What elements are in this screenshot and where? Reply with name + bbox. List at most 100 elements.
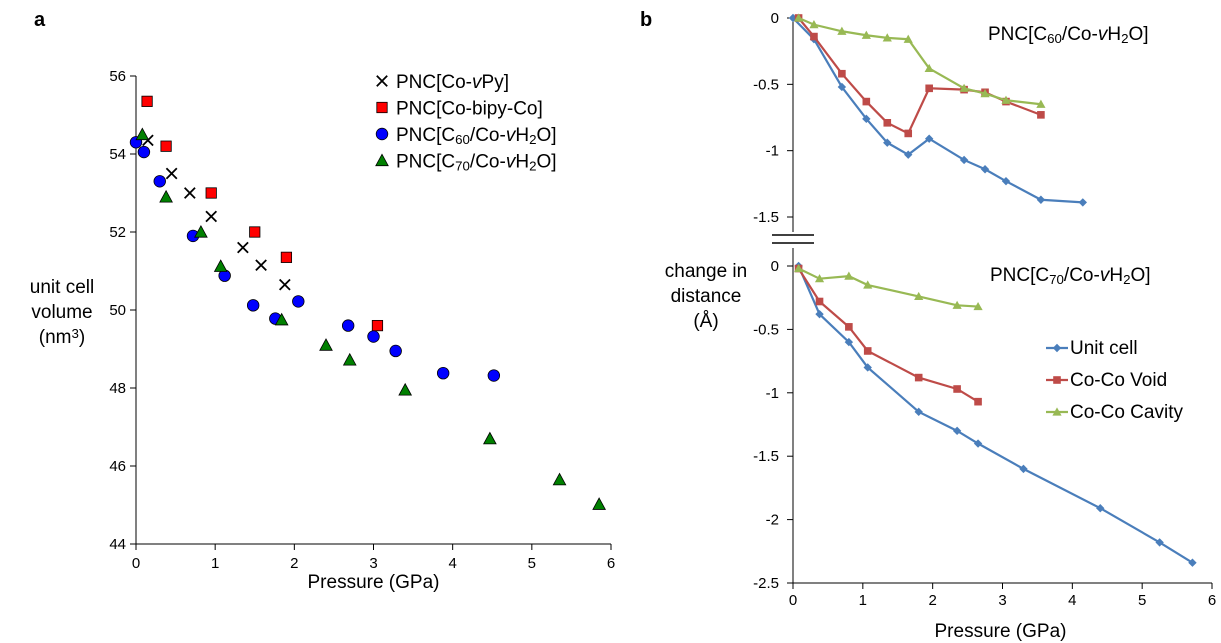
x-tick-label-b-bottom: 0 — [789, 592, 797, 609]
data-point — [1036, 195, 1046, 204]
panel-title-b-bottom: PNC[C70/Co-vH2O] — [990, 265, 1151, 287]
series-a-0 — [142, 134, 291, 291]
data-point — [959, 83, 969, 92]
legend-label-part: PNC[Co- — [396, 72, 472, 93]
legend-label-part: O] — [536, 125, 556, 146]
y-tick-label-b-top: -1 — [766, 143, 779, 160]
legend-label-part: 2 — [529, 132, 536, 147]
y-tick-label-b-bottom: 0 — [771, 258, 779, 275]
data-point — [863, 363, 872, 372]
data-point — [863, 347, 872, 355]
series-line — [798, 267, 979, 308]
data-point — [249, 226, 261, 238]
data-point — [367, 330, 380, 343]
y-tick-label-a: 52 — [109, 224, 126, 241]
legend-label: Co-Co Cavity — [1070, 402, 1183, 423]
y-tick-label-b-bottom: -1 — [766, 385, 779, 402]
data-point — [141, 95, 153, 107]
y-tick-label-a: 56 — [109, 68, 126, 85]
legend-label: Unit cell — [1070, 338, 1138, 359]
panel-title-b-top-part: 60 — [1047, 31, 1062, 46]
panel-label-b: b — [640, 9, 652, 31]
x-tick-label-b-bottom: 1 — [859, 592, 867, 609]
data-point — [974, 397, 982, 406]
data-point — [862, 97, 871, 106]
x-tick-label-a: 6 — [607, 555, 615, 572]
legend-label-part: v — [506, 125, 517, 146]
data-point — [883, 119, 892, 127]
data-point — [183, 187, 196, 199]
x-tick-label-a: 2 — [290, 555, 298, 572]
x-tick-label-a: 5 — [528, 555, 536, 572]
data-point — [952, 426, 962, 436]
legend-label-part: v — [472, 72, 483, 93]
data-point — [160, 140, 172, 152]
legend-label-part: /Co- — [470, 152, 506, 173]
unit-part: ) — [79, 327, 85, 348]
data-point — [973, 439, 983, 448]
panel-title-b-bottom-part: v — [1100, 265, 1111, 286]
data-point — [815, 309, 824, 319]
data-point — [165, 167, 178, 180]
data-point — [914, 407, 923, 417]
data-point — [255, 259, 267, 271]
legend-label-part: PNC[C — [396, 152, 455, 173]
data-point — [1001, 176, 1011, 186]
y-tick-label-a: 54 — [109, 146, 126, 163]
panel-title-b-bottom-part: PNC[C — [990, 265, 1049, 286]
data-point — [389, 344, 402, 358]
panel-label-a: a — [34, 9, 46, 31]
data-point — [793, 13, 804, 22]
legend-label: PNC[Co-vPy] — [396, 72, 509, 93]
y-tick-label-b-top: -1.5 — [753, 209, 779, 226]
y-tick-label-a: 50 — [109, 302, 126, 319]
series-b-bottom-2 — [793, 263, 983, 311]
data-point — [844, 271, 854, 280]
x-tick-label-a: 0 — [132, 555, 140, 572]
data-point — [837, 82, 847, 92]
series-a-3 — [135, 127, 606, 510]
data-point — [914, 291, 924, 301]
x-tick-label-b-bottom: 6 — [1208, 592, 1216, 609]
data-point — [1155, 538, 1164, 547]
legend-label-part: /Co- — [470, 125, 506, 146]
legend-marker — [375, 127, 389, 141]
y-axis-label-b-line2: distance — [671, 286, 742, 307]
data-point — [483, 431, 497, 445]
data-point — [861, 30, 871, 39]
data-point — [1078, 198, 1088, 207]
data-point — [1053, 376, 1061, 384]
legend-label-part: 2 — [529, 159, 536, 174]
data-point — [398, 382, 413, 396]
data-point — [1096, 503, 1105, 513]
data-point — [1037, 111, 1045, 119]
data-point — [953, 385, 961, 393]
legend-a: PNC[Co-vPy]PNC[Co-bipy-Co]PNC[C60/Co-vH2… — [375, 72, 557, 174]
data-point — [883, 138, 892, 147]
legend-marker — [376, 75, 388, 87]
data-point — [342, 352, 357, 366]
data-point — [319, 338, 333, 351]
data-point — [924, 134, 934, 143]
y-tick-label-b-bottom: -2.5 — [753, 575, 779, 592]
x-tick-label-b-bottom: 2 — [928, 592, 936, 609]
data-point — [194, 224, 208, 238]
legend-label-part: H — [515, 152, 529, 173]
y-tick-label-a: 44 — [109, 536, 126, 553]
panel-title-b-top-part: PNC[C — [988, 24, 1047, 45]
data-point — [845, 323, 853, 331]
x-axis-label-a: Pressure (GPa) — [308, 572, 440, 593]
y-axis-label-b-line1: change in — [665, 261, 747, 282]
x-tick-label-a: 3 — [369, 555, 377, 572]
data-point — [980, 165, 990, 174]
x-axis-label-b: Pressure (GPa) — [935, 621, 1067, 642]
data-point — [135, 127, 150, 141]
panel-title-b-top-part: /Co- — [1062, 24, 1098, 45]
data-point — [814, 274, 825, 283]
panel-title-b-top: PNC[C60/Co-vH2O] — [988, 24, 1149, 46]
legend-label: PNC[C70/Co-vH2O] — [396, 152, 557, 174]
panel-title-b-bottom-part: O] — [1130, 265, 1150, 286]
data-point — [809, 20, 819, 29]
y-axis-label-a-line3: (nm3) — [39, 326, 85, 348]
legend-label-part: 60 — [455, 132, 470, 147]
